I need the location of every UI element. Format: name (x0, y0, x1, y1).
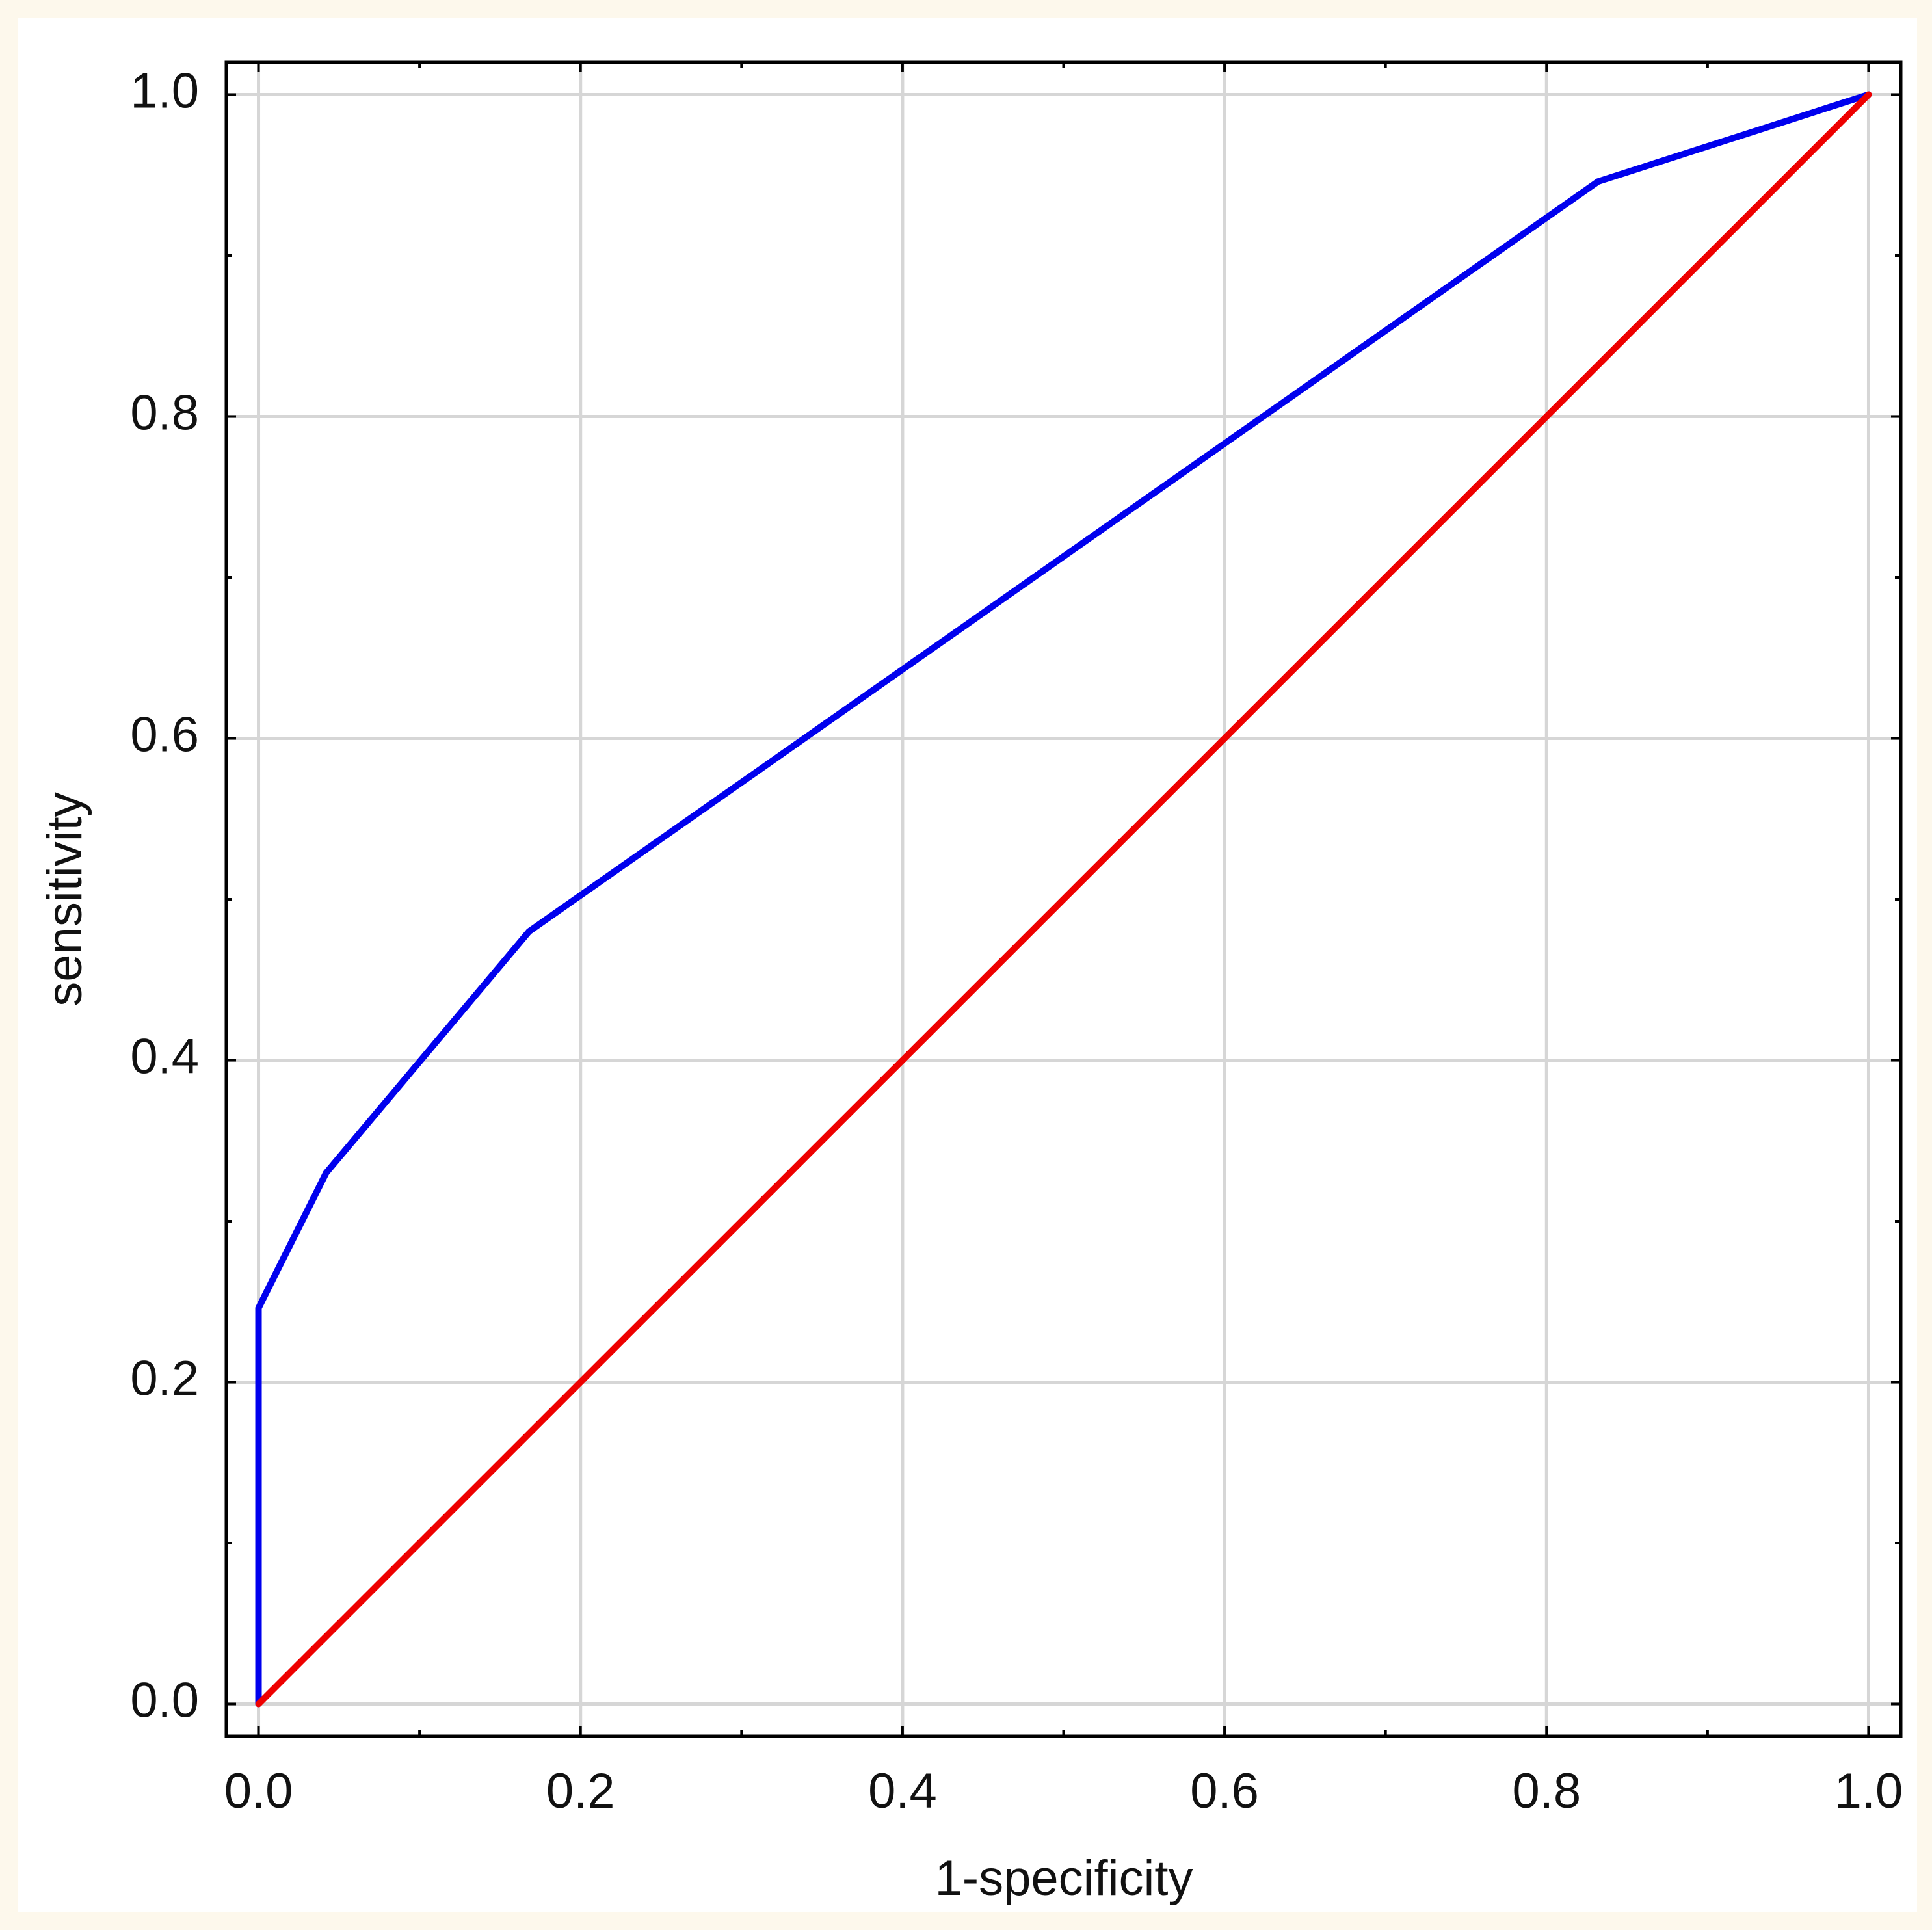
y-tick-label: 0.6 (130, 707, 199, 763)
plot-frame (224, 60, 1903, 1738)
x-tick-label: 1.0 (1834, 1764, 1903, 1819)
y-tick-label: 0.0 (130, 1673, 199, 1728)
series-line (255, 91, 1872, 1708)
x-tick-label: 0.2 (546, 1764, 615, 1819)
chart-background (18, 18, 1917, 1912)
x-tick-label: 0.0 (224, 1764, 293, 1819)
y-tick-label: 1.0 (130, 64, 199, 119)
x-tick-label: 0.8 (1512, 1764, 1581, 1819)
x-tick-label: 0.6 (1190, 1764, 1259, 1819)
y-tick-label: 0.4 (130, 1029, 199, 1085)
x-tick-label: 0.4 (868, 1764, 937, 1819)
x-axis-label: 1-specificity (935, 1851, 1193, 1906)
y-tick-label: 0.8 (130, 386, 199, 441)
y-tick-label: 0.2 (130, 1351, 199, 1407)
series-line (255, 91, 1872, 1708)
y-axis-label: sensitivity (37, 792, 92, 1006)
